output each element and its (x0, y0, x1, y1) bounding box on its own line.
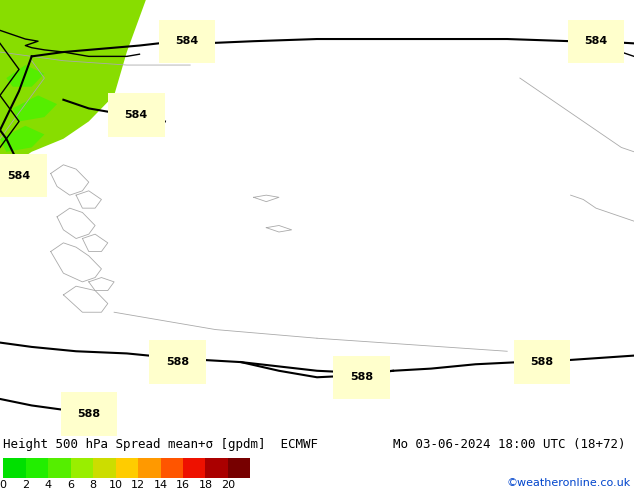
Bar (3, 458, 25, 478)
Text: 588: 588 (77, 409, 100, 419)
Text: ©weatheronline.co.uk: ©weatheronline.co.uk (507, 478, 631, 489)
Text: 588: 588 (531, 357, 553, 367)
Bar (228, 458, 250, 478)
Polygon shape (0, 0, 146, 165)
Text: 584: 584 (125, 110, 148, 120)
Polygon shape (13, 96, 57, 122)
Bar (115, 458, 138, 478)
Text: 588: 588 (166, 357, 189, 367)
Text: 6: 6 (67, 480, 74, 490)
Bar (138, 458, 160, 478)
Bar (25, 458, 48, 478)
Bar (93, 458, 115, 478)
Bar (205, 458, 228, 478)
Polygon shape (6, 65, 44, 87)
Text: 0: 0 (0, 480, 7, 490)
Text: 584: 584 (176, 36, 198, 46)
Bar (183, 458, 205, 478)
Polygon shape (0, 126, 44, 152)
Bar (160, 458, 183, 478)
Text: 8: 8 (89, 480, 96, 490)
Text: 12: 12 (131, 480, 145, 490)
Text: 588: 588 (350, 372, 373, 382)
Text: 584: 584 (585, 36, 607, 46)
Text: 10: 10 (108, 480, 122, 490)
Text: 14: 14 (153, 480, 167, 490)
Text: Height 500 hPa Spread mean+σ [gpdm]  ECMWF: Height 500 hPa Spread mean+σ [gpdm] ECMW… (3, 439, 318, 451)
Text: 16: 16 (176, 480, 190, 490)
Text: Mo 03-06-2024 18:00 UTC (18+72): Mo 03-06-2024 18:00 UTC (18+72) (393, 439, 626, 451)
Text: 4: 4 (44, 480, 52, 490)
Text: 584: 584 (8, 171, 30, 181)
Bar (70, 458, 93, 478)
Text: 2: 2 (22, 480, 29, 490)
Text: 20: 20 (221, 480, 235, 490)
Bar (48, 458, 70, 478)
Text: 18: 18 (198, 480, 212, 490)
